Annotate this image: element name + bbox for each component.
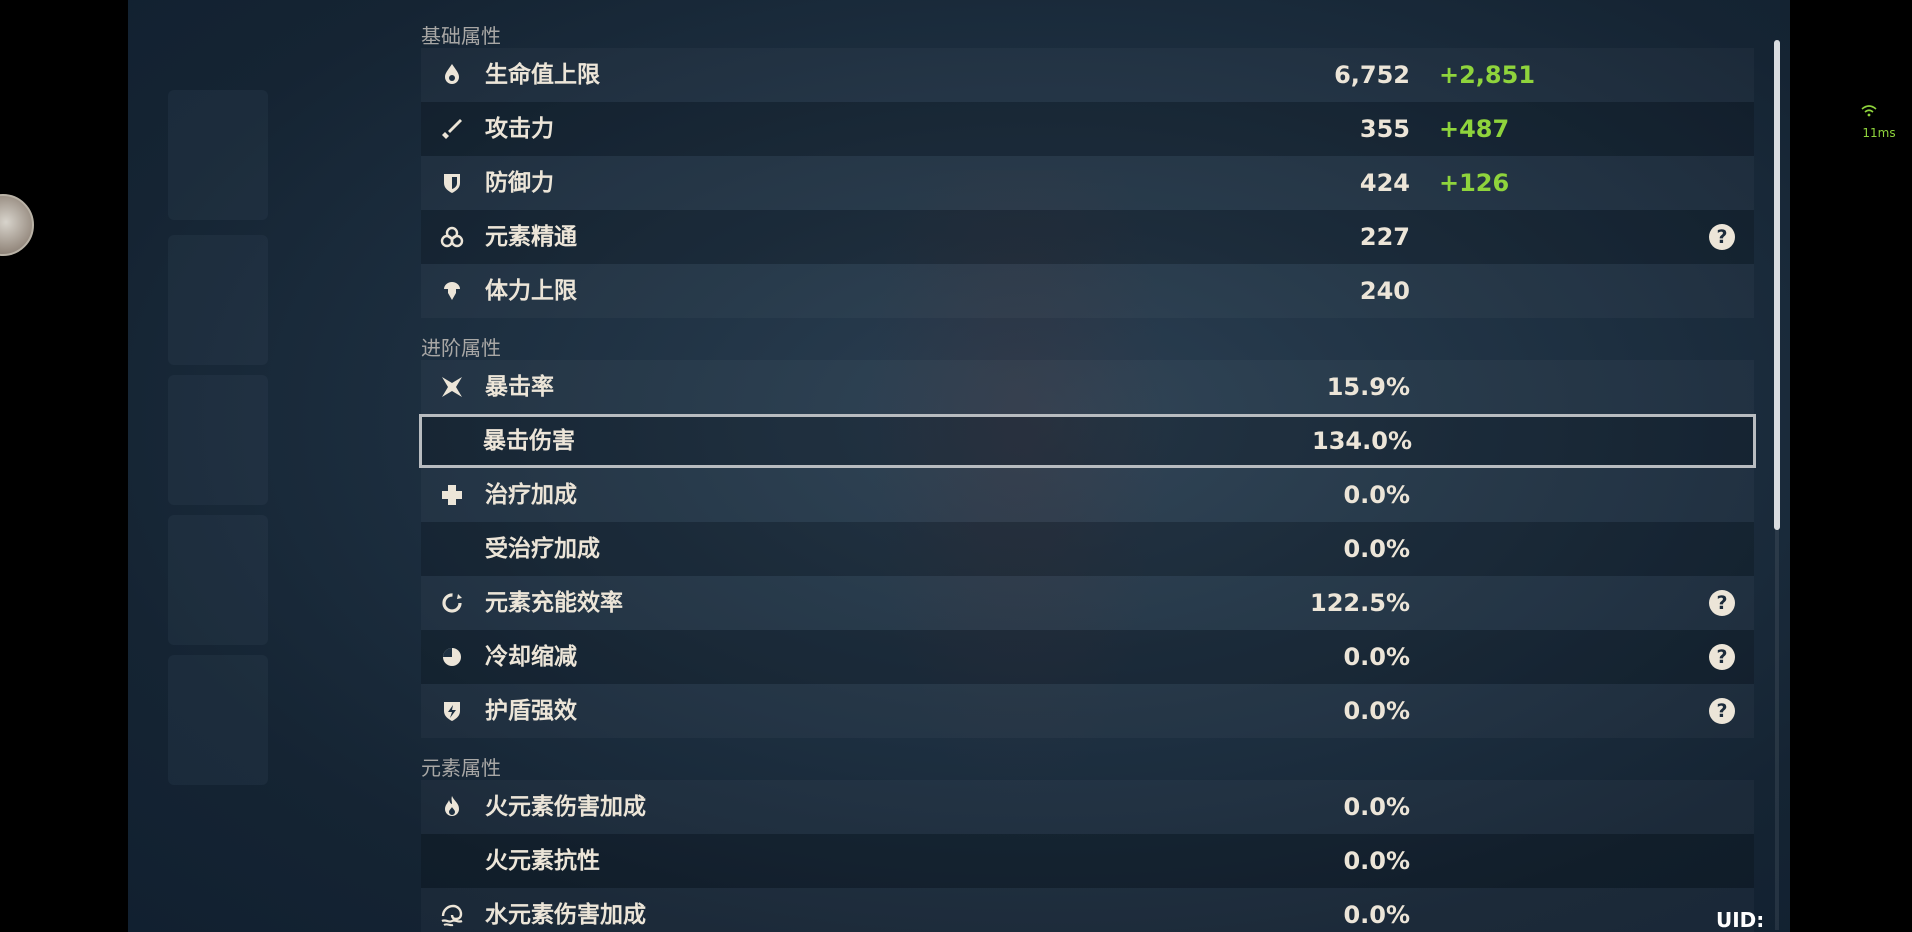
bg-portrait [168, 655, 268, 785]
section-title: 进阶属性 [421, 336, 501, 360]
attribute-bonus: +487 [1439, 115, 1510, 143]
attribute-label: 火元素伤害加成 [485, 794, 646, 820]
scrollbar-thumb[interactable] [1774, 40, 1780, 530]
energy-recharge-icon [439, 590, 465, 616]
attribute-row[interactable]: 护盾强效 0.0%? [421, 684, 1754, 738]
elemental-mastery-icon [439, 224, 465, 250]
attribute-bonus: +2,851 [1439, 61, 1536, 89]
attribute-row[interactable]: 火元素伤害加成 0.0% [421, 780, 1754, 834]
attribute-value: 6,752 [1334, 61, 1410, 89]
attribute-value: 0.0% [1343, 793, 1410, 821]
attribute-value: 424 [1359, 169, 1410, 197]
bg-character [868, 170, 1168, 810]
attribute-label: 受治疗加成 [485, 536, 600, 562]
bg-portrait [168, 235, 268, 365]
water-drop-icon [439, 62, 465, 88]
attribute-label: 攻击力 [485, 116, 554, 142]
attribute-row[interactable]: 冷却缩减 0.0%? [421, 630, 1754, 684]
attribute-value: 15.9% [1326, 373, 1410, 401]
shield-icon [439, 170, 465, 196]
attribute-label: 体力上限 [485, 278, 577, 304]
attribute-row[interactable]: 元素充能效率 122.5%? [421, 576, 1754, 630]
attribute-row[interactable]: 受治疗加成 0.0% [421, 522, 1754, 576]
attribute-row[interactable]: 元素精通 227? [421, 210, 1754, 264]
attribute-row[interactable]: 生命值上限 6,752 +2,851 [421, 48, 1754, 102]
attribute-bonus: +126 [1439, 169, 1510, 197]
help-icon[interactable]: ? [1709, 590, 1735, 616]
attribute-label: 治疗加成 [485, 482, 577, 508]
attribute-panel: 基础属性生命值上限 6,752 +2,851 攻击力 355 +487 防御力 424 +126… [419, 0, 1756, 932]
section-title: 元素属性 [421, 756, 501, 780]
attribute-value: 0.0% [1343, 535, 1410, 563]
attribute-row[interactable]: 体力上限 240 [421, 264, 1754, 318]
attribute-value: 227 [1359, 223, 1410, 251]
cooldown-icon [439, 644, 465, 670]
attribute-label: 元素精通 [485, 224, 577, 250]
attribute-value: 355 [1359, 115, 1410, 143]
bg-portrait [168, 375, 268, 505]
uid-label: UID: 220206185 [1716, 908, 1765, 932]
help-icon[interactable]: ? [1709, 224, 1735, 250]
floating-avatar[interactable] [0, 194, 34, 256]
pyro-icon [439, 794, 465, 820]
attribute-row[interactable]: 防御力 424 +126 [421, 156, 1754, 210]
attribute-label: 火元素抗性 [485, 848, 600, 874]
help-icon[interactable]: ? [1709, 644, 1735, 670]
attribute-row[interactable]: 火元素抗性 0.0% [421, 834, 1754, 888]
shield-strength-icon [439, 698, 465, 724]
bg-portrait [168, 90, 268, 220]
hydro-icon [439, 902, 465, 928]
stamina-icon [439, 278, 465, 304]
attribute-label: 暴击率 [485, 374, 554, 400]
attribute-label: 防御力 [485, 170, 554, 196]
attribute-value: 0.0% [1343, 697, 1410, 725]
attribute-value: 134.0% [1312, 427, 1412, 455]
attribute-value: 0.0% [1343, 643, 1410, 671]
sword-icon [439, 116, 465, 142]
section-title: 基础属性 [421, 24, 501, 48]
attribute-value: 0.0% [1343, 481, 1410, 509]
bg-portrait [168, 515, 268, 645]
attribute-value: 122.5% [1310, 589, 1410, 617]
attribute-label: 冷却缩减 [485, 644, 577, 670]
healing-cross-icon [439, 482, 465, 508]
attribute-row[interactable]: 攻击力 355 +487 [421, 102, 1754, 156]
crit-star-icon [439, 374, 465, 400]
attribute-row[interactable]: 暴击率 15.9% [421, 360, 1754, 414]
attribute-row[interactable]: 水元素伤害加成 0.0% [421, 888, 1754, 932]
attribute-value: 240 [1359, 277, 1410, 305]
attribute-value: 0.0% [1343, 847, 1410, 875]
attribute-label: 水元素伤害加成 [485, 902, 646, 928]
attribute-value: 0.0% [1343, 901, 1410, 929]
attribute-label: 元素充能效率 [485, 590, 623, 616]
attribute-row[interactable]: 治疗加成 0.0% [421, 468, 1754, 522]
attribute-label: 护盾强效 [485, 698, 577, 724]
wifi-icon [1861, 105, 1877, 117]
attribute-row[interactable]: 暴击伤害 134.0% [419, 414, 1756, 468]
attribute-label: 暴击伤害 [483, 428, 575, 454]
ping-label: 11ms [1862, 126, 1896, 140]
help-icon[interactable]: ? [1709, 698, 1735, 724]
attribute-label: 生命值上限 [485, 62, 600, 88]
